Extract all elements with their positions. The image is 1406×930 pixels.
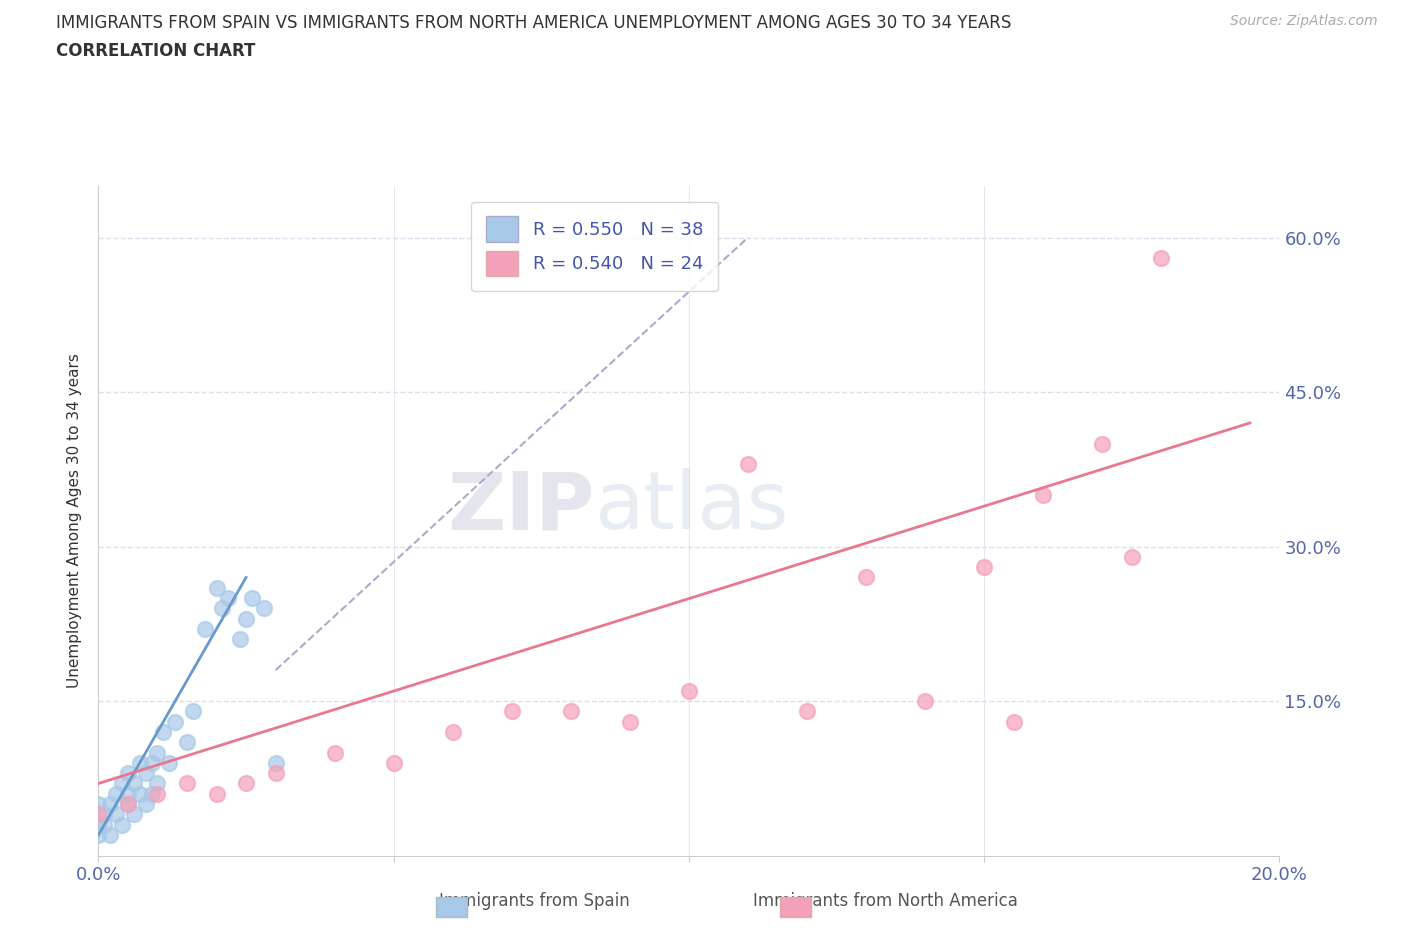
Text: Source: ZipAtlas.com: Source: ZipAtlas.com bbox=[1230, 14, 1378, 28]
Point bbox=[141, 755, 163, 770]
Legend: R = 0.550   N = 38, R = 0.540   N = 24: R = 0.550 N = 38, R = 0.540 N = 24 bbox=[471, 202, 717, 291]
Point bbox=[87, 828, 110, 843]
Point bbox=[117, 797, 139, 812]
Point bbox=[1002, 714, 1025, 729]
Point bbox=[87, 797, 110, 812]
Point bbox=[141, 787, 163, 802]
Point bbox=[1121, 550, 1143, 565]
Point bbox=[619, 714, 641, 729]
Text: Immigrants from North America: Immigrants from North America bbox=[754, 892, 1018, 910]
Point bbox=[501, 704, 523, 719]
Point bbox=[146, 776, 169, 790]
Point bbox=[117, 765, 139, 780]
Point bbox=[117, 787, 139, 802]
Point bbox=[205, 580, 228, 595]
Point bbox=[1032, 487, 1054, 502]
Point bbox=[176, 735, 198, 750]
Point bbox=[205, 787, 228, 802]
Y-axis label: Unemployment Among Ages 30 to 34 years: Unemployment Among Ages 30 to 34 years bbox=[67, 353, 83, 688]
Point bbox=[229, 631, 252, 646]
Point bbox=[560, 704, 582, 719]
Point bbox=[235, 776, 257, 790]
Point bbox=[165, 714, 187, 729]
Text: Immigrants from Spain: Immigrants from Spain bbox=[439, 892, 630, 910]
Point bbox=[105, 807, 128, 822]
Point bbox=[181, 704, 204, 719]
Point bbox=[855, 570, 877, 585]
Point bbox=[111, 817, 134, 832]
Point bbox=[264, 765, 287, 780]
Point bbox=[441, 724, 464, 739]
Point bbox=[105, 787, 128, 802]
Point bbox=[235, 611, 257, 626]
Point bbox=[135, 797, 157, 812]
Point bbox=[1150, 251, 1173, 266]
Point bbox=[796, 704, 818, 719]
Point bbox=[157, 755, 180, 770]
Point bbox=[264, 755, 287, 770]
Point bbox=[128, 787, 150, 802]
Point bbox=[1091, 436, 1114, 451]
Point bbox=[973, 560, 995, 575]
Point bbox=[98, 828, 121, 843]
Point bbox=[111, 776, 134, 790]
Point bbox=[122, 776, 145, 790]
Text: atlas: atlas bbox=[595, 469, 789, 547]
Text: CORRELATION CHART: CORRELATION CHART bbox=[56, 42, 256, 60]
Point bbox=[135, 765, 157, 780]
Point bbox=[253, 601, 276, 616]
Point bbox=[194, 621, 217, 636]
Point bbox=[128, 755, 150, 770]
Point bbox=[323, 745, 346, 760]
Point bbox=[240, 591, 263, 605]
Point bbox=[914, 694, 936, 709]
Point bbox=[678, 684, 700, 698]
Point bbox=[93, 807, 115, 822]
Text: ZIP: ZIP bbox=[447, 469, 595, 547]
Point bbox=[93, 817, 115, 832]
Point bbox=[122, 807, 145, 822]
Point bbox=[176, 776, 198, 790]
Point bbox=[146, 745, 169, 760]
Point bbox=[87, 817, 110, 832]
Text: IMMIGRANTS FROM SPAIN VS IMMIGRANTS FROM NORTH AMERICA UNEMPLOYMENT AMONG AGES 3: IMMIGRANTS FROM SPAIN VS IMMIGRANTS FROM… bbox=[56, 14, 1011, 32]
Point bbox=[211, 601, 233, 616]
Point bbox=[737, 457, 759, 472]
Point bbox=[87, 807, 110, 822]
Point bbox=[382, 755, 405, 770]
Point bbox=[152, 724, 174, 739]
Point bbox=[217, 591, 239, 605]
Point bbox=[117, 797, 139, 812]
Point bbox=[146, 787, 169, 802]
Point bbox=[98, 797, 121, 812]
